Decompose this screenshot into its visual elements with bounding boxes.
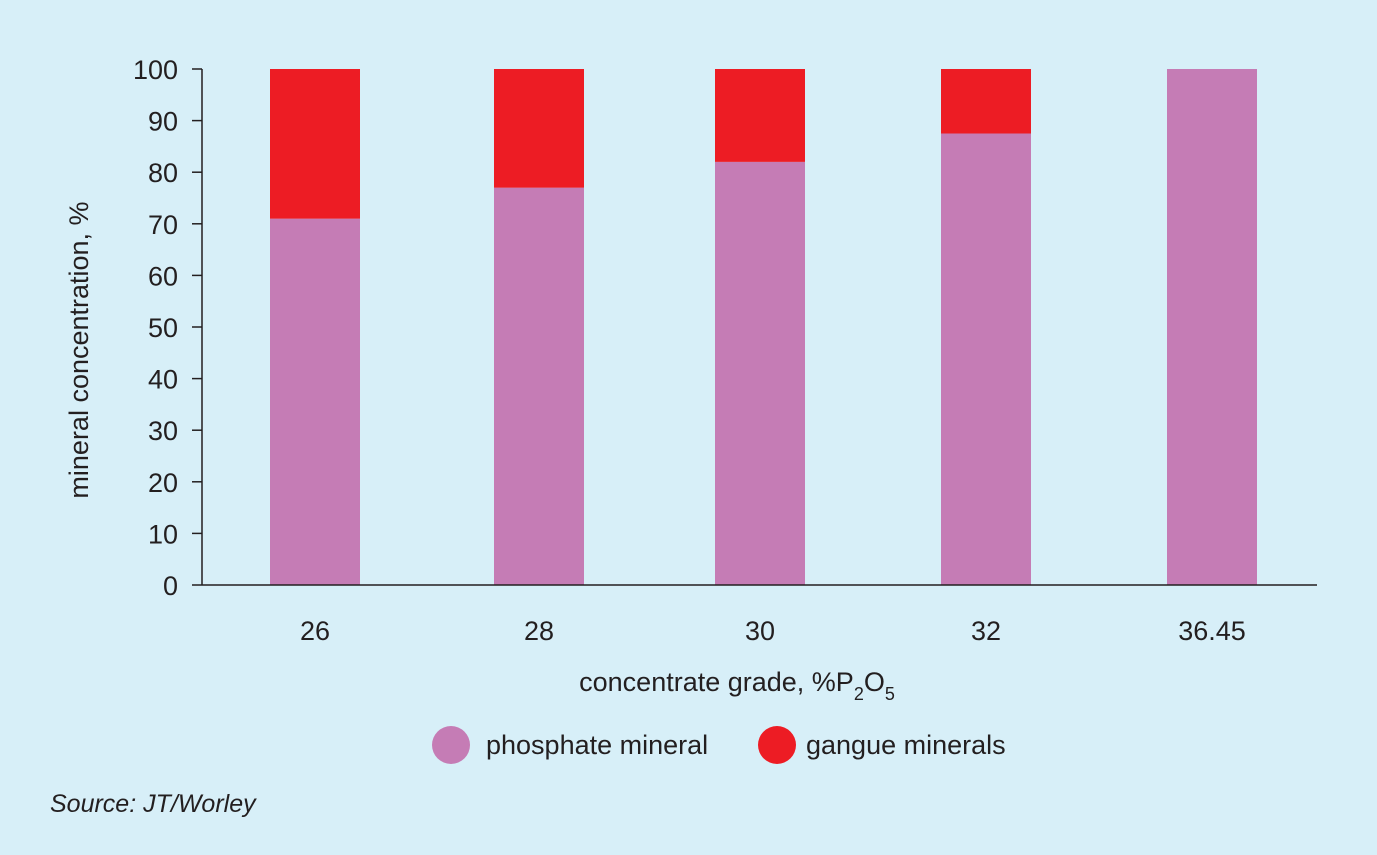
gangue-bar-26 (270, 69, 360, 219)
legend-label-gangue: gangue minerals (806, 730, 1006, 760)
y-axis-title: mineral concentration, % (64, 201, 94, 498)
y-tick-label: 90 (148, 107, 178, 137)
y-tick-label: 20 (148, 468, 178, 498)
legend-swatch-phosphate (432, 726, 470, 764)
y-tick-label: 60 (148, 261, 178, 291)
y-tick-label: 80 (148, 158, 178, 188)
phosphate-bar-32 (941, 133, 1031, 585)
y-tick-label: 70 (148, 210, 178, 240)
y-tick-label: 40 (148, 365, 178, 395)
x-tick-label: 26 (300, 616, 330, 646)
phosphate-bar-28 (494, 187, 584, 585)
y-tick-label: 10 (148, 519, 178, 549)
gangue-bar-28 (494, 69, 584, 188)
y-tick-label: 100 (133, 55, 178, 85)
x-tick-label: 32 (971, 616, 1001, 646)
phosphate-bar-30 (715, 161, 805, 585)
legend-swatch-gangue (758, 726, 796, 764)
legend-label-phosphate: phosphate mineral (486, 730, 708, 760)
y-tick-label: 30 (148, 416, 178, 446)
y-ticks-group: 0 10 20 30 40 50 60 70 80 90 100 (133, 55, 202, 601)
x-ticks-group: 26 28 30 32 36.45 (300, 616, 1246, 646)
bars-group (270, 69, 1257, 585)
legend: phosphate mineral gangue minerals (432, 726, 1006, 764)
phosphate-bar-36.45 (1167, 69, 1257, 585)
gangue-bar-32 (941, 69, 1031, 134)
y-tick-label: 50 (148, 313, 178, 343)
x-tick-label: 36.45 (1178, 616, 1246, 646)
x-tick-label: 28 (524, 616, 554, 646)
y-tick-label: 0 (163, 571, 178, 601)
x-tick-label: 30 (745, 616, 775, 646)
x-axis-title: concentrate grade, %P2O5 (579, 667, 895, 704)
source-note: Source: JT/Worley (50, 790, 257, 818)
phosphate-bar-26 (270, 218, 360, 585)
gangue-bar-30 (715, 69, 805, 162)
